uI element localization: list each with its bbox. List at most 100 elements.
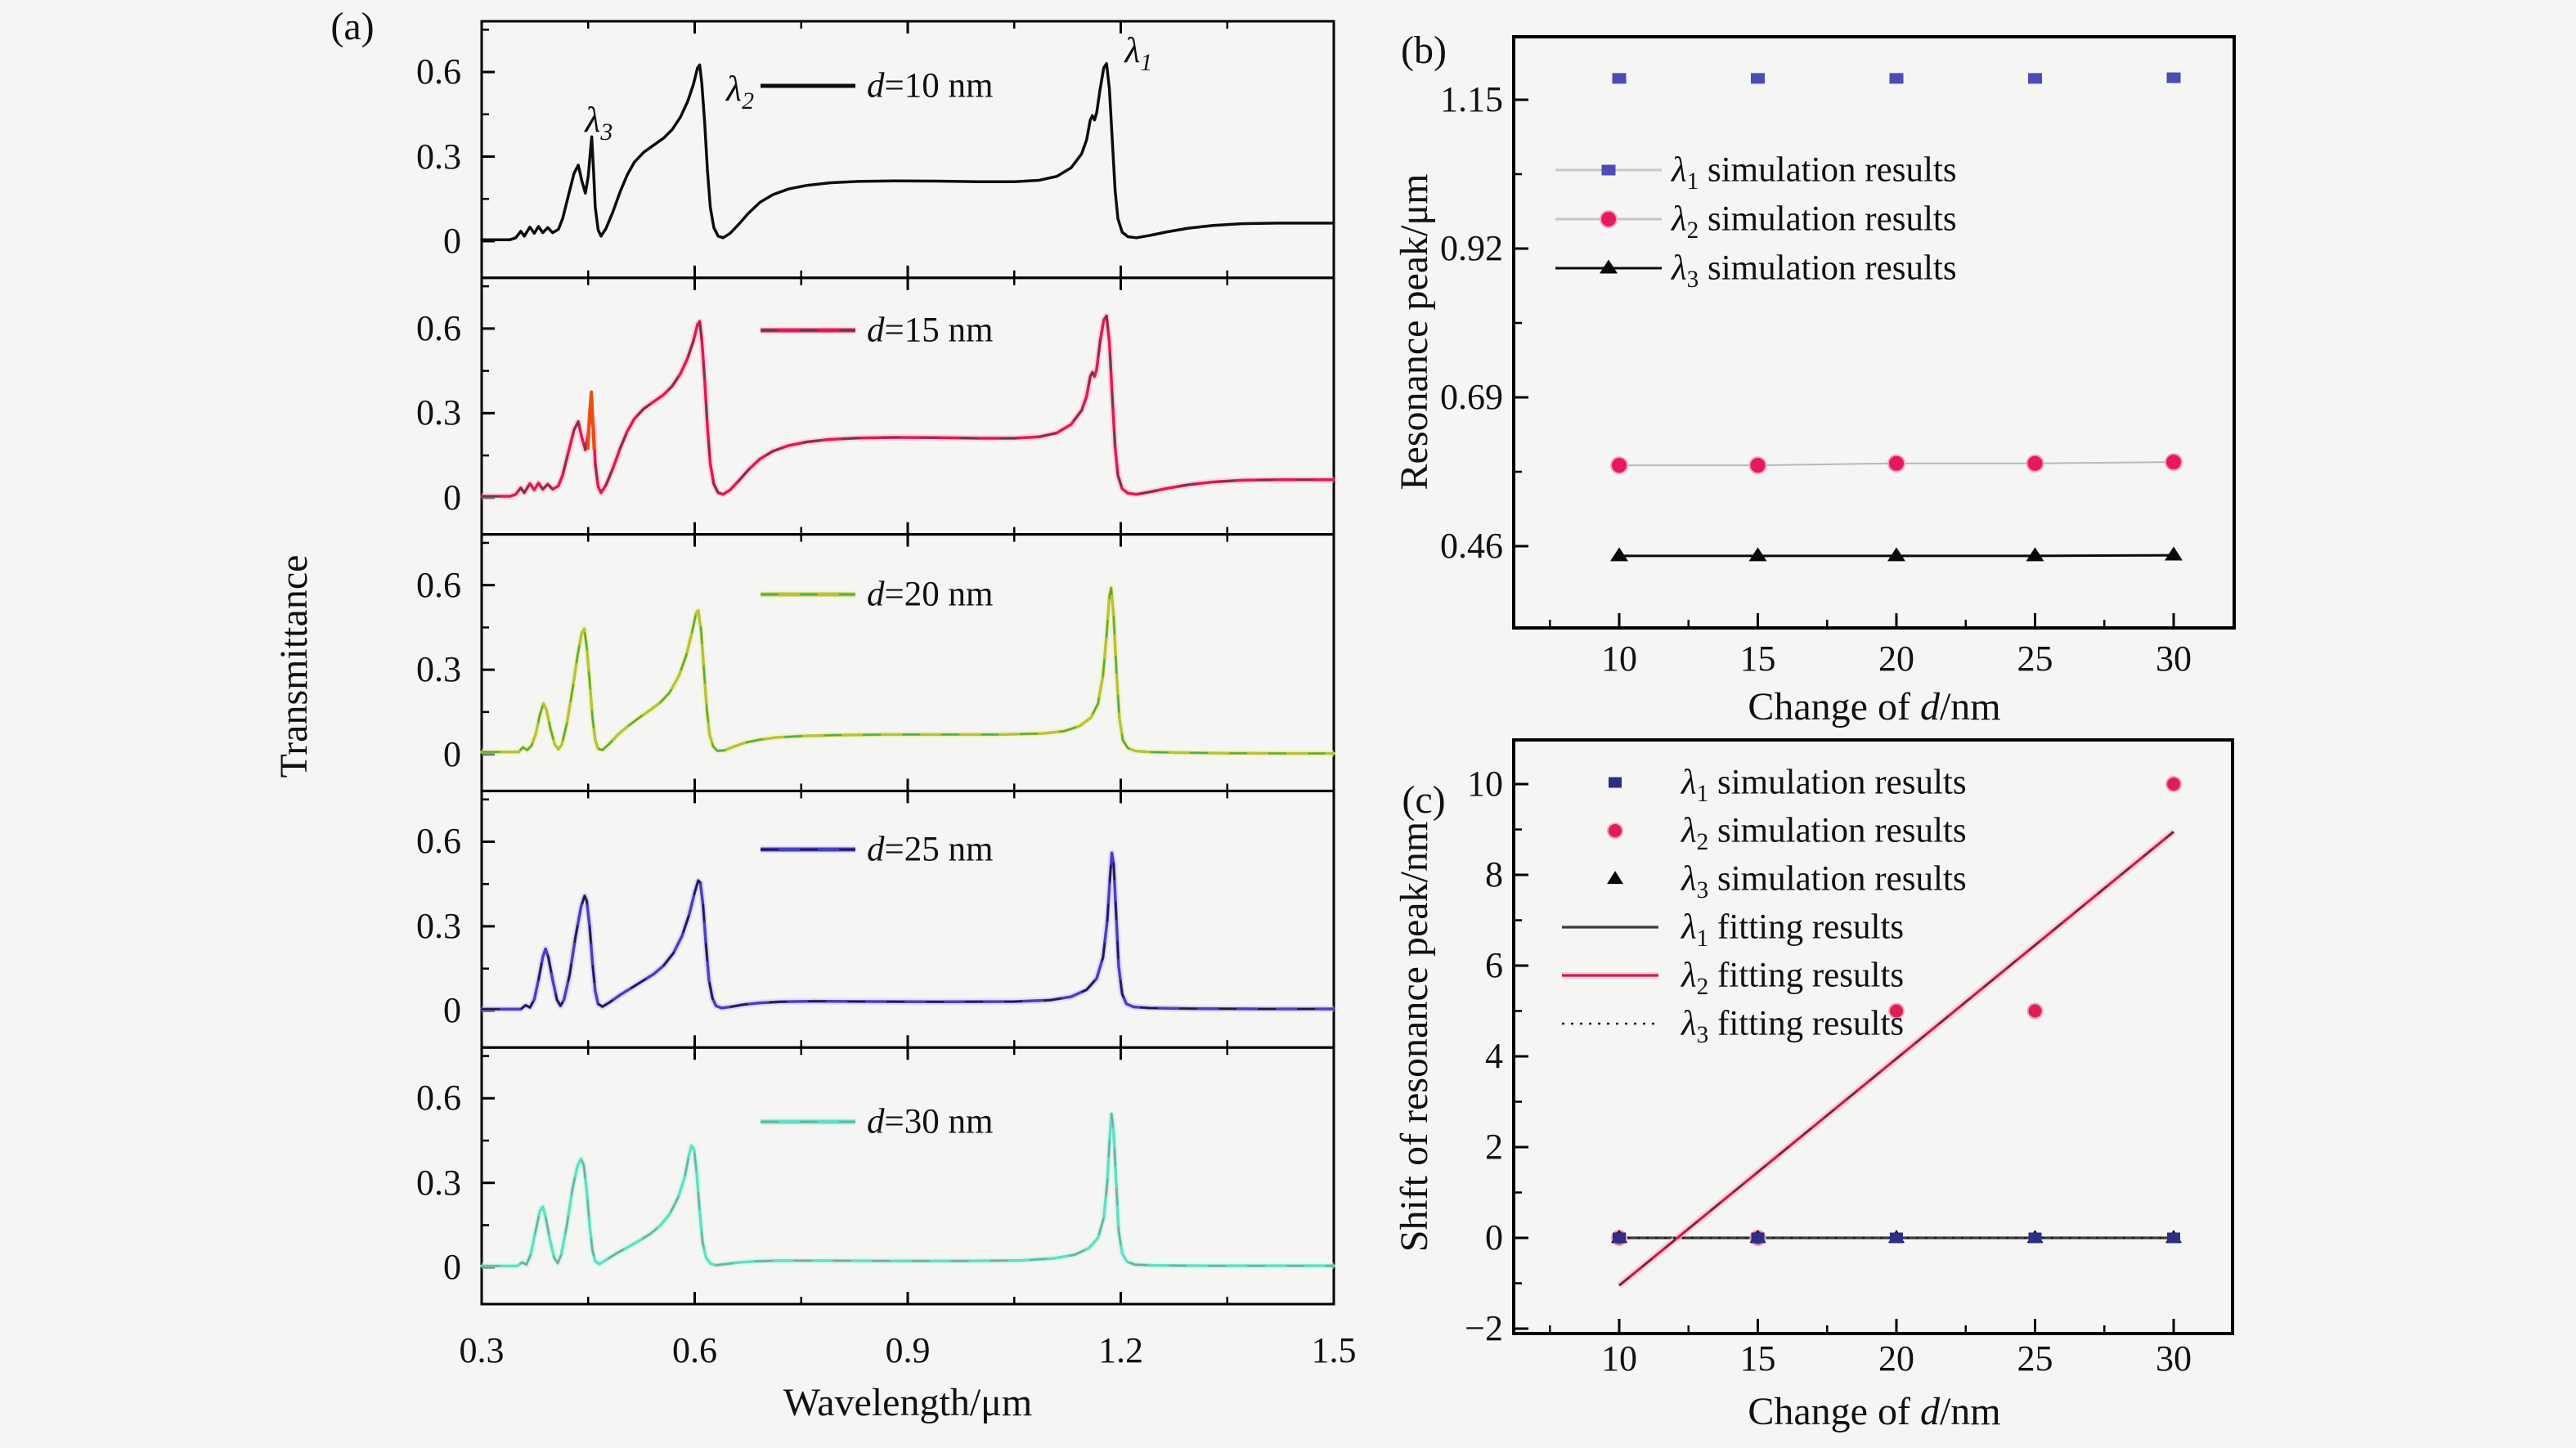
panel-b-y-tick-label: 0.69	[1440, 376, 1503, 417]
panel-b-legend-label: λ1 simulation results	[1672, 150, 1957, 195]
panel-a-y-tick-label: 0	[443, 1247, 461, 1288]
panel-a-y-tick-label: 0.6	[416, 564, 461, 605]
panel-c-square-marker	[1890, 1232, 1903, 1244]
curve-dash-overlay	[482, 315, 1334, 497]
panel-a-y-tick-label: 0	[443, 220, 461, 261]
spectrum-curve-0	[480, 61, 1335, 241]
peak-annotation: λ3	[585, 99, 613, 146]
panel-c-x-tick-label: 20	[1878, 1338, 1914, 1379]
panel-b-x-tick-label: 30	[2156, 639, 2192, 679]
panel-b-legend-label: λ3 simulation results	[1672, 249, 1957, 294]
panel-c-y-tick-label: 10	[1467, 764, 1503, 804]
panel-a-y-tick-label: 0	[443, 733, 461, 774]
panel-c-label: (c)	[1402, 778, 1446, 822]
panel-b-legend-label: λ2 simulation results	[1672, 199, 1957, 244]
panel-a-y-tick-label: 0.3	[416, 905, 461, 946]
panel-b-square-marker	[1751, 73, 1765, 84]
panel-c-circle-marker	[2026, 1002, 2044, 1020]
panel-c-legend-marker	[1607, 871, 1623, 885]
panel-b-square-marker	[1612, 73, 1627, 84]
panel-a-legend-label: d=10 nm	[867, 66, 994, 105]
panel-b-triangle-marker	[2026, 547, 2044, 562]
panel-b-triangle-marker	[1610, 547, 1628, 562]
panel-a-y-tick-label: 0.3	[416, 1162, 461, 1203]
panel-a-legend-label: d=15 nm	[867, 311, 994, 350]
curve-dash-overlay	[482, 587, 1334, 755]
panel-c-x-tick-label: 15	[1739, 1338, 1776, 1379]
panel-c-square-marker	[2167, 1232, 2180, 1244]
peak-annotation: λ1	[1124, 30, 1153, 76]
panel-a-label: (a)	[330, 5, 375, 48]
panel-a-y-tick-label: 0.6	[416, 821, 461, 862]
panel-b-circle-marker	[1887, 454, 1905, 473]
panel-c-legend-label: λ3 fitting results	[1681, 1004, 1905, 1049]
panel-b-square-marker	[2028, 73, 2042, 84]
panel-b-y-tick-label: 0.46	[1440, 525, 1503, 566]
panel-c-x-tick-label: 30	[2156, 1338, 2192, 1379]
panel-b-triangle-marker	[1748, 547, 1767, 562]
panel-b-frame	[1512, 35, 2236, 630]
panel-c-circle-marker	[2165, 776, 2182, 792]
panel-b-circle-marker	[1610, 456, 1628, 475]
panel-c-y-tick-label: 2	[1485, 1127, 1503, 1167]
panel-b-y-tick-label: 1.15	[1440, 79, 1503, 119]
panel-a-legend-label: d=25 nm	[867, 830, 994, 869]
panel-c-y-tick-label: 4	[1485, 1036, 1503, 1076]
panel-c-legend-marker	[1607, 823, 1623, 839]
curve-dash-overlay	[482, 1113, 1334, 1267]
panel-a-y-tick-label: 0.3	[416, 392, 461, 433]
panel-a-y-tick-label: 0.3	[416, 136, 461, 177]
panel-a-x-tick-label: 0.3	[459, 1330, 505, 1370]
panel-b-y-tick-label: 0.92	[1440, 227, 1503, 268]
panel-c-x-axis-title: Change of d/nm	[1748, 1390, 2001, 1433]
panel-b-legend-marker	[1600, 259, 1618, 274]
panel-c-fit-dash-overlay	[1618, 831, 2174, 1287]
panel-a-y-axis-title: Transmittance	[272, 554, 316, 778]
panel-b-x-axis-title: Change of d/nm	[1748, 685, 2001, 728]
panel-c-legend-label: λ2 simulation results	[1681, 811, 1967, 856]
peak-annotation: λ2	[726, 68, 755, 114]
panel-a-x-tick-label: 1.5	[1311, 1330, 1357, 1370]
panel-b-triangle-marker	[1887, 547, 1905, 562]
panel-c-frame	[1512, 738, 2234, 1335]
panel-b-triangle-marker	[2165, 546, 2183, 561]
panel-c-square-marker	[1751, 1232, 1765, 1244]
panel-b-legend-marker	[1600, 210, 1618, 228]
panel-c-legend-label: λ1 fitting results	[1681, 908, 1905, 953]
curve-dash-overlay	[482, 852, 1334, 1011]
panel-b-square-marker	[2166, 72, 2181, 83]
panel-c-legend-label: λ2 fitting results	[1681, 956, 1905, 1001]
panel-a-y-tick-label: 0	[443, 990, 461, 1031]
panel-a-y-tick-label: 0.6	[416, 52, 461, 92]
panel-c-y-tick-label: 8	[1485, 854, 1503, 894]
panel-b-x-tick-label: 15	[1739, 639, 1776, 679]
panel-c-y-tick-label: 6	[1485, 945, 1503, 985]
panel-a-legend-label: d=30 nm	[867, 1102, 994, 1141]
panel-a-x-tick-label: 0.6	[672, 1330, 717, 1370]
panel-b-label: (b)	[1401, 29, 1447, 72]
panel-c-legend-marker	[1609, 777, 1622, 788]
panel-c-y-tick-label: 0	[1485, 1217, 1503, 1257]
panel-b-y-axis-title: Resonance peak/μm	[1393, 173, 1436, 491]
panel-c-circle-marker	[1888, 1002, 1905, 1020]
panel-c-square-marker	[2028, 1232, 2042, 1244]
curve-extra-spike	[586, 390, 596, 451]
panel-a-x-axis-title: Wavelength/μm	[783, 1381, 1033, 1424]
panel-b-circle-marker	[2165, 453, 2183, 472]
panel-c-x-tick-label: 10	[1601, 1338, 1637, 1379]
panel-c-legend-label: λ1 simulation results	[1681, 763, 1967, 808]
panel-a-y-tick-label: 0.6	[416, 307, 461, 348]
panel-b-x-tick-label: 10	[1601, 639, 1637, 679]
panel-b-circle-marker	[1748, 456, 1767, 475]
panel-b-legend-marker	[1601, 164, 1616, 176]
panel-a-y-tick-label: 0	[443, 477, 461, 518]
panel-b-x-tick-label: 25	[2017, 639, 2053, 679]
panel-a-x-tick-label: 1.2	[1098, 1330, 1143, 1370]
panel-a-y-tick-label: 0.3	[416, 649, 461, 690]
panel-a-x-tick-label: 0.9	[885, 1330, 931, 1370]
panel-b-square-marker	[1889, 73, 1904, 84]
panel-c-legend-label: λ3 simulation results	[1681, 859, 1967, 904]
